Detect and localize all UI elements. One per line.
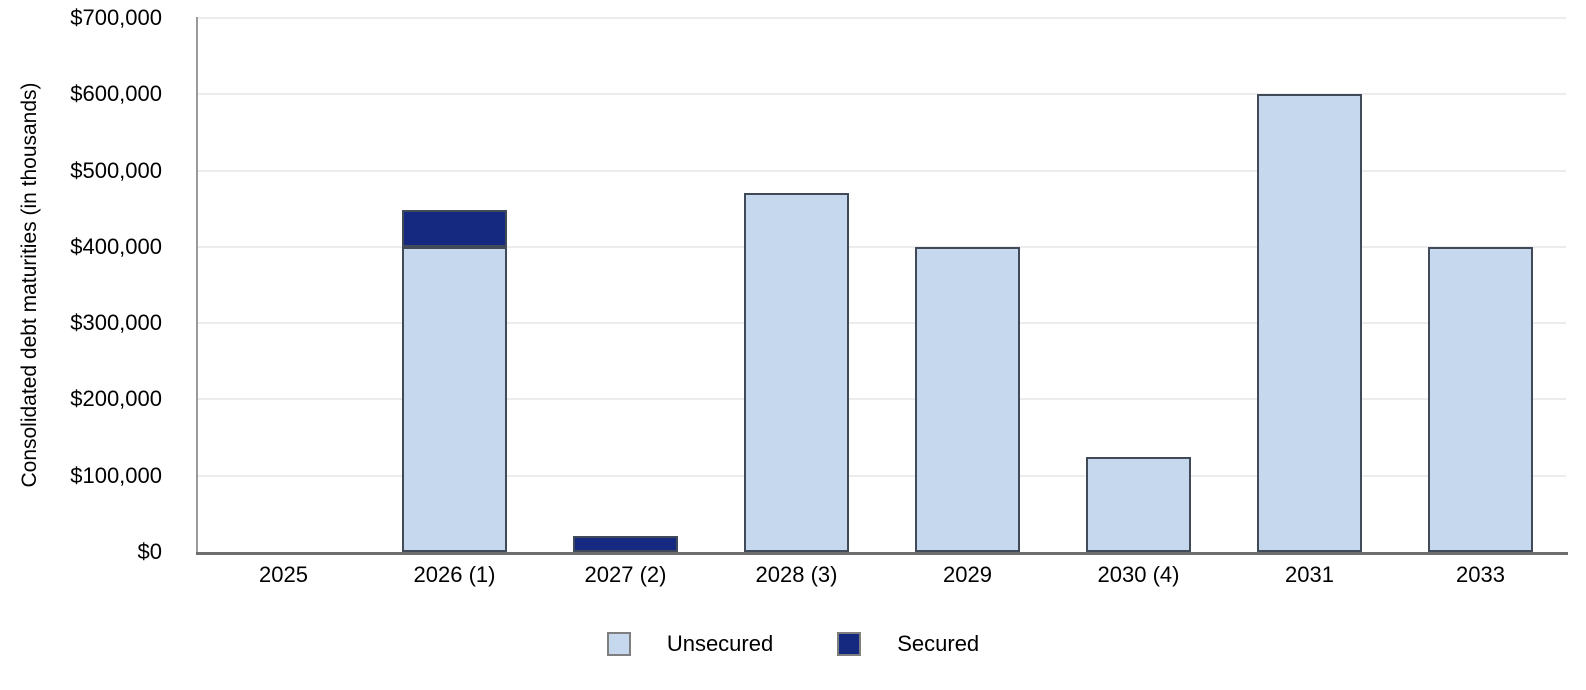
bar-2031-unsecured [1257, 94, 1362, 552]
y-tick-label-200000: $200,000 [70, 386, 162, 412]
legend: Unsecured Secured [0, 628, 1586, 660]
gridline-700000 [198, 17, 1566, 19]
x-axis-labels: 2025 2026 (1) 2027 (2) 2028 (3) 2029 2030 (4)… [198, 562, 1566, 590]
y-tick-label-400000: $400,000 [70, 233, 162, 259]
x-label-2031: 2031 [1285, 562, 1334, 587]
legend-swatch-secured [837, 632, 862, 656]
gridline-200000 [198, 398, 1566, 401]
y-axis-line [196, 17, 198, 555]
x-label-2025: 2025 [259, 562, 308, 587]
legend-label-secured: Secured [897, 631, 980, 656]
bar-2028-3-unsecured [744, 193, 849, 552]
x-label-2028-3: 2028 (3) [755, 562, 838, 587]
x-label-2027-2: 2027 (2) [584, 562, 667, 587]
gridline-500000 [198, 169, 1566, 172]
gridline-600000 [198, 93, 1566, 96]
legend-swatch-unsecured [606, 632, 631, 656]
bar-2026-1-unsecured [402, 247, 507, 552]
x-label-2026-1: 2026 (1) [413, 562, 496, 587]
y-tick-label-500000: $500,000 [70, 157, 162, 183]
y-tick-label-100000: $100,000 [70, 462, 162, 488]
bar-2029-unsecured [915, 247, 1020, 552]
bar-2027-2-secured [573, 536, 678, 552]
legend-item-secured: Secured [837, 631, 979, 657]
gridline-100000 [198, 474, 1566, 477]
y-tick-label-700000: $700,000 [70, 5, 162, 30]
gridline-300000 [198, 322, 1566, 325]
gridline-400000 [198, 245, 1566, 248]
x-label-2033: 2033 [1456, 562, 1505, 587]
legend-label-unsecured: Unsecured [666, 631, 774, 656]
bar-2026-1-secured [402, 210, 507, 247]
x-axis-baseline [196, 552, 1568, 555]
plot-area [198, 17, 1566, 552]
y-tick-label-600000: $600,000 [70, 81, 162, 107]
bar-2030-4-unsecured [1086, 457, 1191, 552]
y-axis-title-text: Consolidated debt maturities (in thousan… [18, 82, 41, 488]
x-label-2029: 2029 [943, 562, 992, 587]
x-label-2030-4: 2030 (4) [1097, 562, 1180, 587]
legend-item-unsecured: Unsecured [606, 631, 774, 657]
y-tick-label-300000: $300,000 [70, 310, 162, 336]
y-tick-label-0: $0 [137, 539, 162, 564]
bar-2033-unsecured [1428, 247, 1533, 552]
